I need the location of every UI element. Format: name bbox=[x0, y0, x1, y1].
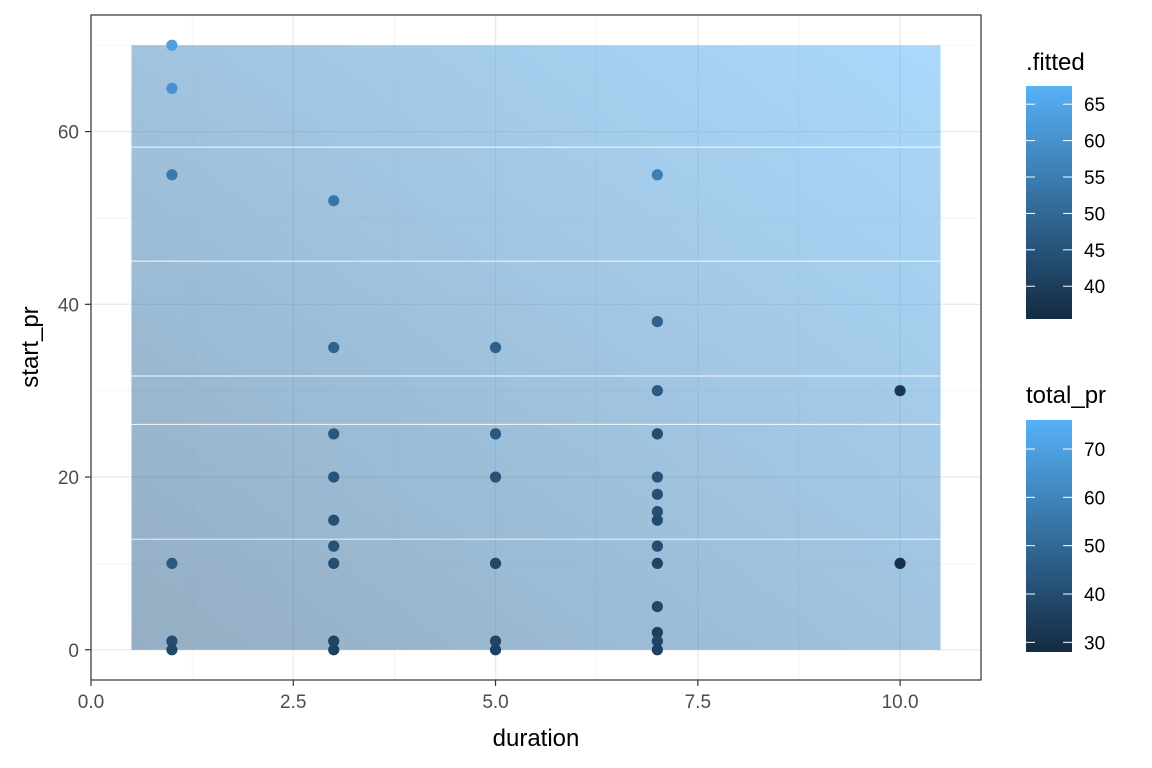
data-point bbox=[651, 169, 663, 181]
x-tick-label: 5.0 bbox=[482, 692, 508, 713]
data-point bbox=[651, 385, 663, 397]
y-tick-label: 0 bbox=[68, 641, 79, 662]
data-point bbox=[651, 557, 663, 570]
data-point bbox=[328, 195, 340, 207]
legend-tick-label: 30 bbox=[1084, 633, 1105, 654]
legend-title: total_pr bbox=[1026, 382, 1106, 409]
data-point bbox=[651, 315, 663, 328]
points bbox=[166, 39, 906, 656]
legend-title: .fitted bbox=[1026, 49, 1085, 76]
data-point bbox=[651, 540, 663, 552]
x-axis: 0.0 2.5 5.0 7.5 10.0 bbox=[78, 680, 919, 713]
data-point bbox=[166, 39, 178, 51]
legend-tick-label: 40 bbox=[1084, 277, 1105, 298]
data-point bbox=[894, 557, 906, 570]
legend-total-pr: total_pr 30 40 50 60 70 bbox=[1026, 382, 1106, 654]
data-point bbox=[651, 626, 663, 639]
data-point bbox=[489, 557, 502, 570]
legend-tick-label: 65 bbox=[1084, 95, 1105, 116]
data-point bbox=[328, 635, 340, 647]
data-point bbox=[328, 514, 340, 526]
x-tick-label: 10.0 bbox=[882, 692, 919, 713]
data-point bbox=[651, 514, 663, 526]
x-tick-label: 0.0 bbox=[78, 692, 104, 713]
y-axis-label: start_pr bbox=[17, 306, 44, 387]
legend-colorbar bbox=[1026, 420, 1072, 652]
data-point bbox=[651, 644, 663, 656]
data-point bbox=[328, 557, 340, 570]
y-axis: 0 20 40 60 bbox=[58, 123, 91, 662]
data-point bbox=[489, 341, 502, 354]
legend-tick-label: 70 bbox=[1084, 440, 1105, 461]
legend-colorbar bbox=[1026, 86, 1072, 319]
data-point bbox=[651, 471, 663, 483]
x-tick-label: 2.5 bbox=[280, 692, 306, 713]
data-point bbox=[166, 644, 178, 656]
legend-tick-label: 50 bbox=[1084, 204, 1105, 225]
y-tick-label: 20 bbox=[58, 468, 79, 489]
legends: .fitted 40 45 50 55 60 65 total_pr 30 40 50 60 70 bbox=[1026, 49, 1106, 654]
data-point bbox=[651, 488, 663, 500]
y-tick-label: 40 bbox=[58, 295, 79, 316]
data-point bbox=[651, 505, 663, 518]
legend-tick-label: 60 bbox=[1084, 488, 1105, 509]
data-point bbox=[166, 635, 178, 647]
data-point bbox=[489, 471, 502, 483]
data-point bbox=[328, 471, 340, 483]
legend-tick-label: 50 bbox=[1084, 537, 1105, 558]
data-point bbox=[166, 169, 178, 181]
legend-tick-label: 55 bbox=[1084, 168, 1105, 189]
data-point bbox=[651, 635, 663, 647]
data-point bbox=[489, 635, 502, 647]
data-point bbox=[166, 82, 178, 95]
data-point bbox=[328, 644, 340, 656]
legend-fitted: .fitted 40 45 50 55 60 65 bbox=[1026, 49, 1105, 319]
data-point bbox=[328, 428, 340, 440]
legend-tick-label: 60 bbox=[1084, 132, 1105, 153]
data-point bbox=[166, 557, 178, 570]
data-point bbox=[894, 385, 906, 397]
fitted-background bbox=[131, 45, 941, 650]
y-tick-label: 60 bbox=[58, 123, 79, 144]
x-tick-label: 7.5 bbox=[685, 692, 711, 713]
legend-tick-label: 45 bbox=[1084, 241, 1105, 262]
data-point bbox=[489, 644, 502, 656]
data-point bbox=[328, 540, 340, 552]
data-point bbox=[328, 341, 340, 354]
data-point bbox=[651, 428, 663, 440]
x-axis-label: duration bbox=[493, 725, 580, 752]
fitted-contours bbox=[131, 146, 941, 540]
panel-border bbox=[90, 14, 982, 681]
data-point bbox=[489, 428, 502, 440]
legend-tick-label: 40 bbox=[1084, 585, 1105, 606]
fitted-raster bbox=[131, 45, 941, 650]
data-point bbox=[651, 600, 663, 613]
